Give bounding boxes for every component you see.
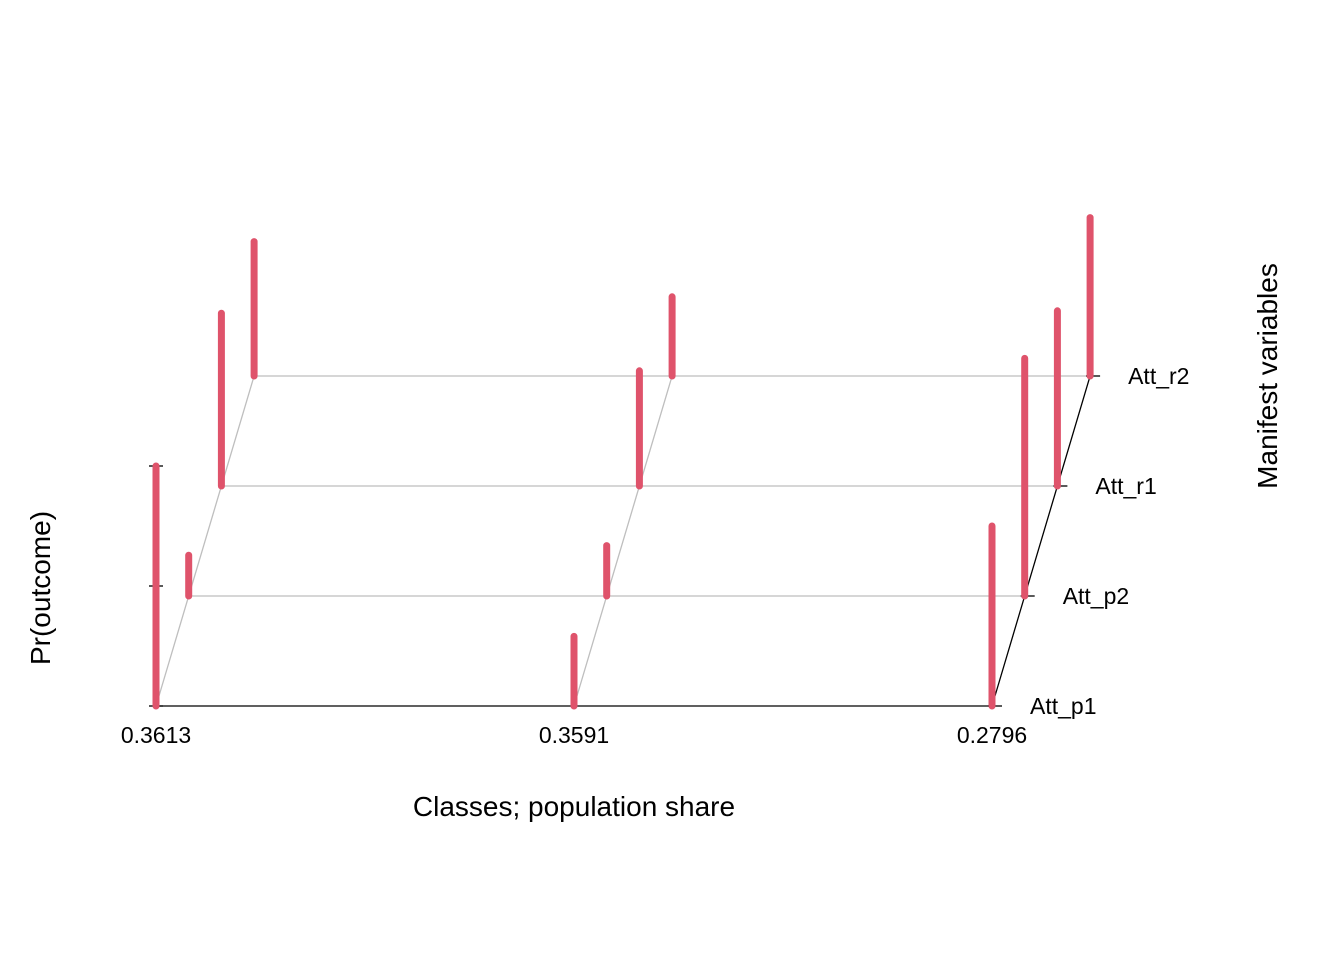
y-tick-label: Att_p1 xyxy=(1030,693,1097,719)
x-axis-title: Classes; population share xyxy=(413,791,735,822)
labels: Classes; population share Manifest varia… xyxy=(25,263,1283,822)
y-axis-title: Manifest variables xyxy=(1252,263,1283,489)
x-tick-label: 0.2796 xyxy=(957,722,1027,748)
axes xyxy=(149,375,1101,707)
y-tick-label: Att_p2 xyxy=(1063,583,1130,609)
x-tick-label: 0.3591 xyxy=(539,722,609,748)
y-tick-label: Att_r1 xyxy=(1095,473,1156,499)
depth-guide-class-3 xyxy=(991,375,1091,707)
bars xyxy=(152,214,1094,710)
z-axis-title: Pr(outcome) xyxy=(25,511,56,665)
depth-guide-class-2 xyxy=(573,375,673,707)
x-tick-label: 0.3613 xyxy=(121,722,191,748)
depth-guide-class-1 xyxy=(155,375,255,707)
y-tick-label: Att_r2 xyxy=(1128,363,1189,389)
depth-guides xyxy=(155,375,1091,707)
